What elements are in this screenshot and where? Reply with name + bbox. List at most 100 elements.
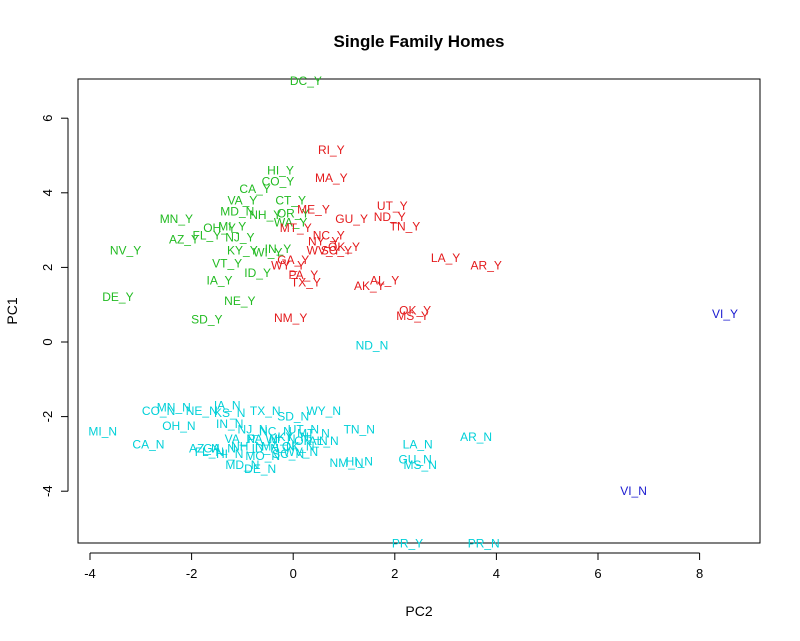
point-label-nc-n: NC_N [259,425,292,439]
point-label-wi-y: WI_Y [253,245,282,259]
point-label-nm-y: NM_Y [274,311,307,325]
point-label-ms-y: MS_Y [396,309,429,323]
point-label-ok-n: OK_N [282,439,315,453]
point-label-vt-y: VT_Y [212,257,242,271]
point-label-al-n: AL_N [309,434,339,448]
point-label-in-y: IN_Y [265,242,292,256]
x-tick-label: 4 [493,566,500,581]
point-label-nc-y: NC_Y [313,229,345,243]
point-label-pr-y: PR_Y [392,536,423,550]
y-axis: -4 -2 0 2 4 6 [40,115,69,497]
point-label-id-y: ID_Y [244,266,271,280]
point-label-ia-y: IA_Y [207,273,233,287]
x-tick-label: 2 [391,566,398,581]
point-label-la-n: LA_N [403,438,433,452]
point-label-nh-y: NH_Y [249,208,281,222]
point-label-nm-n: NM_N [330,456,364,470]
point-label-la-y: LA_Y [431,251,460,265]
point-label-wy-y: WY_Y [271,259,305,273]
point-label-ga-y: GA_Y [277,253,309,267]
point-label-or-n: OR_N [294,434,327,448]
y-tick-label: 4 [40,189,55,196]
point-label-de-n: DE_N [244,462,276,476]
point-label-ak-y: AK_Y [354,279,385,293]
point-label-ar-y: AR_Y [471,259,502,273]
point-label-gu-y: GU_Y [335,212,368,226]
point-label-ok-y: OK_Y [399,303,431,317]
point-label-or-y: OR_Y [277,206,310,220]
point-label-ut-y: UT_Y [377,199,408,213]
point-label-pa-y: PA_Y [288,268,318,282]
x-axis-label: PC2 [405,603,432,619]
point-label-tn-n: TN_N [344,423,375,437]
y-tick-label: 6 [40,115,55,122]
chart-title: Single Family Homes [334,32,505,51]
point-label-az-n: AZ_N [189,441,220,455]
point-label-az-y: AZ_Y [169,232,199,246]
point-label-ky-y: KY_Y [227,244,258,258]
point-label-ut-n: UT_N [288,423,319,437]
point-label-dc-y: DC_Y [290,74,322,88]
point-label-ar-n: AR_N [460,430,492,444]
point-label-wv-n: WV_N [283,445,318,459]
point-label-de-y: DE_Y [102,290,133,304]
point-label-tx-n: TX_N [250,404,281,418]
point-label-mn-y: MN_Y [160,212,193,226]
point-label-nd-y: ND_Y [374,210,406,224]
plot-frame [77,78,761,544]
point-label-id-n: ID_N [252,441,279,455]
point-label-sc-y: SC_Y [321,244,352,258]
point-label-ky-n: KY_N [278,430,309,444]
point-label-tx-y: TX_Y [291,275,321,289]
point-label-ok-y: OK_Y [328,240,360,254]
point-label-vi-n: VI_N [620,484,647,498]
point-label-co-n: CO_N [142,404,175,418]
point-label-sd-y: SD_Y [191,313,222,327]
point-label-sc-n: SC_N [272,447,304,461]
x-tick-label: 0 [290,566,297,581]
y-tick-label: 2 [40,264,55,271]
point-label-va-y: VA_Y [228,193,258,207]
y-tick-label: 0 [40,338,55,345]
point-label-nj-y: NJ_Y [225,231,254,245]
point-label-hi-n: HI_N [216,447,243,461]
x-tick-label: 6 [594,566,601,581]
point-label-ia-n: IA_N [214,398,241,412]
point-label-ks-n: KS_N [214,406,245,420]
point-label-al-y: AL_Y [370,273,399,287]
point-label-vi-y: VI_Y [712,307,738,321]
point-label-nv-y: NV_Y [110,244,141,258]
point-label-wa-y: WA_Y [274,216,308,230]
point-label-hi-n: HI_N [346,454,373,468]
y-tick-label: -4 [40,485,55,497]
point-label-ne-y: NE_Y [224,294,255,308]
y-tick-label: -2 [40,411,55,423]
x-tick-label: -4 [84,566,96,581]
point-label-ma-y: MA_Y [315,171,348,185]
point-label-mn-n: MN_N [157,400,191,414]
point-label-mt-n: MT_N [297,426,330,440]
point-label-ca-y: CA_Y [239,182,270,196]
point-label-mt-y: MT_Y [280,221,312,235]
point-label-md-n: MD_N [220,204,254,218]
point-label-in-n: IN_N [216,417,243,431]
point-label-wy-n: WY_N [306,404,341,418]
point-label-hi-y: HI_Y [267,163,294,177]
point-label-ma-n: MA_N [261,439,294,453]
point-label-ga-n: GA_N [203,441,236,455]
point-label-nh-n: NH_N [231,439,264,453]
y-axis-label: PC1 [4,297,20,324]
point-labels: DC_YHI_YCO_YCA_YCT_YVA_YMD_NNH_YOR_YMN_Y… [88,74,738,551]
x-axis: -4 -2 0 2 4 6 8 [84,552,703,581]
point-label-va-n: VA_N [225,432,255,446]
point-label-md-n: MD_N [225,458,259,472]
point-label-pr-n: PR_N [468,536,500,550]
point-label-wi-n: WI_N [266,432,296,446]
point-label-fl-n: FL_N [195,445,224,459]
point-label-ms-n: MS_N [404,458,437,472]
point-label-co-y: CO_Y [262,175,295,189]
point-label-mo-n: MO_N [245,449,280,463]
point-label-wv-y: WV_Y [307,244,341,258]
point-label-oh-y: OH_Y [203,221,236,235]
